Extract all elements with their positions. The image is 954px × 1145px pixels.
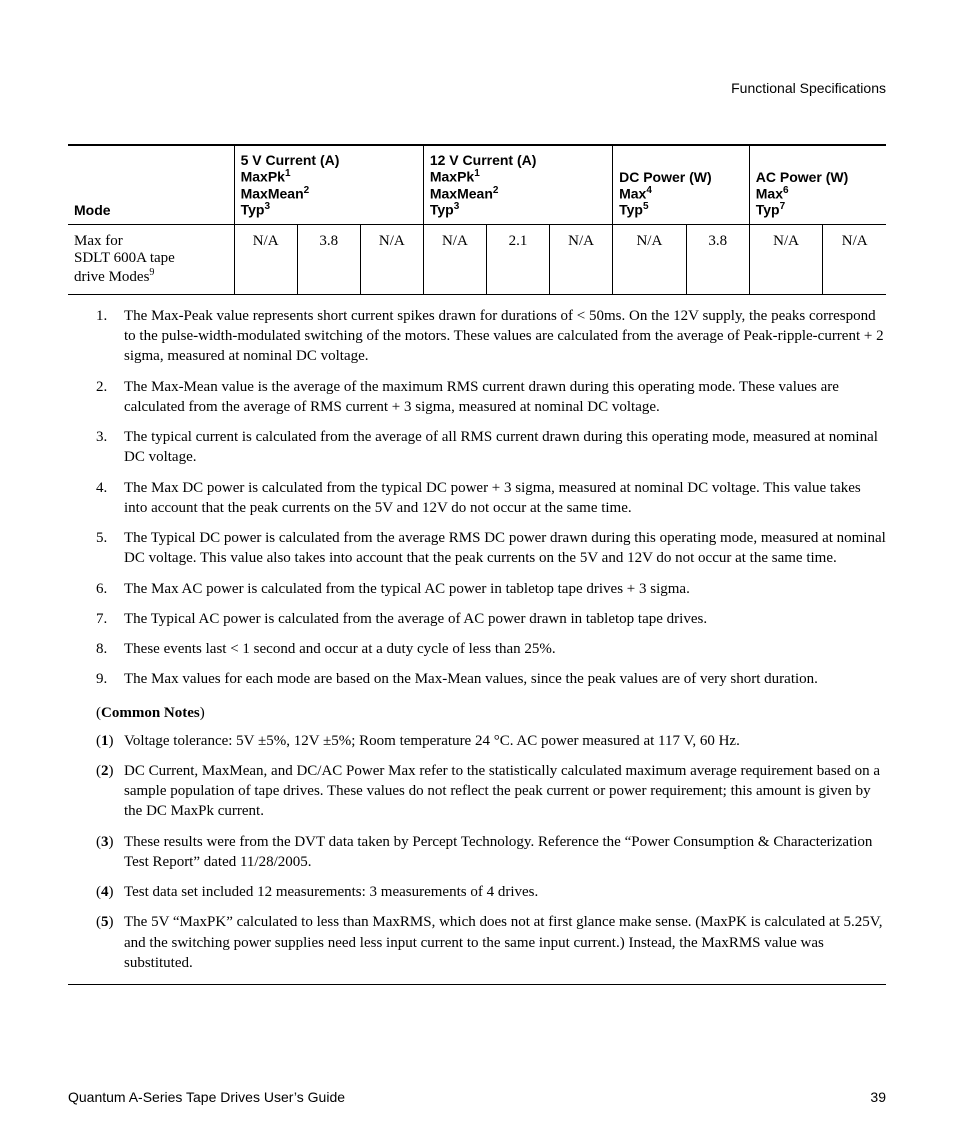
cell: N/A [360, 224, 423, 294]
note-item: 6.The Max AC power is calculated from th… [68, 574, 886, 604]
common-note-item: (2)DC Current, MaxMean, and DC/AC Power … [68, 756, 886, 827]
note-item: 5.The Typical DC power is calculated fro… [68, 523, 886, 574]
note-item: 3.The typical current is calculated from… [68, 422, 886, 473]
section-header: Functional Specifications [68, 80, 886, 96]
cell: 2.1 [486, 224, 549, 294]
common-notes: (1)Voltage tolerance: 5V ±5%, 12V ±5%; R… [68, 726, 886, 979]
cell-mode: Max for SDLT 600A tape drive Modes9 [68, 224, 234, 294]
note-item: 4.The Max DC power is calculated from th… [68, 473, 886, 524]
common-note-item: (3)These results were from the DVT data … [68, 827, 886, 878]
footer-page: 39 [870, 1089, 886, 1105]
cell: N/A [234, 224, 297, 294]
header-ac: AC Power (W) Max6 Typ7 [749, 145, 886, 224]
cell: 3.8 [297, 224, 360, 294]
common-note-item: (1)Voltage tolerance: 5V ±5%, 12V ±5%; R… [68, 726, 886, 756]
bottom-rule [68, 984, 886, 985]
header-12v: 12 V Current (A) MaxPk1 MaxMean2 Typ3 [423, 145, 612, 224]
cell: N/A [423, 224, 486, 294]
note-item: 7.The Typical AC power is calculated fro… [68, 604, 886, 634]
note-item: 1.The Max-Peak value represents short cu… [68, 301, 886, 372]
cell: N/A [613, 224, 687, 294]
cell: N/A [749, 224, 823, 294]
table-row: Max for SDLT 600A tape drive Modes9 N/A … [68, 224, 886, 294]
header-5v: 5 V Current (A) MaxPk1 MaxMean2 Typ3 [234, 145, 423, 224]
numbered-notes: 1.The Max-Peak value represents short cu… [68, 301, 886, 695]
spec-table: Mode 5 V Current (A) MaxPk1 MaxMean2 Typ… [68, 144, 886, 295]
note-item: 2.The Max-Mean value is the average of t… [68, 372, 886, 423]
common-notes-heading: (Common Notes) [68, 705, 886, 722]
note-item: 9.The Max values for each mode are based… [68, 664, 886, 694]
cell: N/A [550, 224, 613, 294]
common-note-item: (5)The 5V “MaxPK” calculated to less tha… [68, 907, 886, 978]
cell: 3.8 [686, 224, 749, 294]
note-item: 8.These events last < 1 second and occur… [68, 634, 886, 664]
header-dc: DC Power (W) Max4 Typ5 [613, 145, 750, 224]
common-note-item: (4)Test data set included 12 measurement… [68, 877, 886, 907]
cell: N/A [823, 224, 886, 294]
header-mode: Mode [68, 145, 234, 224]
footer-left: Quantum A-Series Tape Drives User’s Guid… [68, 1089, 345, 1105]
